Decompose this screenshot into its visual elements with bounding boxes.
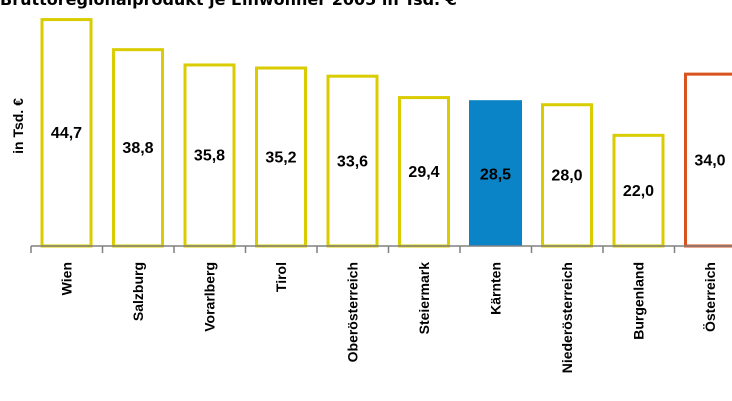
category-label-2: Vorarlberg xyxy=(202,262,218,332)
category-label-8: Burgenland xyxy=(631,262,647,340)
category-label-0: Wien xyxy=(59,262,75,295)
category-label-1: Salzburg xyxy=(130,262,146,321)
value-label-2: 35,8 xyxy=(194,148,225,165)
bar-9 xyxy=(684,72,732,248)
category-label-4: Oberösterreich xyxy=(345,262,361,362)
value-label-8: 22,0 xyxy=(623,183,654,200)
value-label-0: 44,7 xyxy=(51,125,82,142)
value-label-5: 29,4 xyxy=(408,164,439,181)
y-axis-label: in Tsd. € xyxy=(10,98,26,154)
value-label-4: 33,6 xyxy=(337,153,368,170)
category-label-7: Niederösterreich xyxy=(559,262,575,373)
value-label-3: 35,2 xyxy=(265,149,296,166)
bar-7 xyxy=(541,103,593,248)
bar-5 xyxy=(398,96,450,248)
value-label-7: 28,0 xyxy=(551,168,582,185)
value-label-9: 34,0 xyxy=(694,152,725,169)
bar-3 xyxy=(255,66,307,248)
category-label-9: Österreich xyxy=(702,262,718,332)
category-label-5: Steiermark xyxy=(416,262,432,335)
value-label-6: 28,5 xyxy=(480,166,511,183)
chart-title: Bruttoregionalprodukt je Einwohner 2005 … xyxy=(0,0,732,10)
category-label-3: Tirol xyxy=(273,262,289,292)
bar-0 xyxy=(40,18,93,248)
category-label-6: Kärnten xyxy=(488,262,504,315)
value-label-1: 38,8 xyxy=(122,140,153,157)
